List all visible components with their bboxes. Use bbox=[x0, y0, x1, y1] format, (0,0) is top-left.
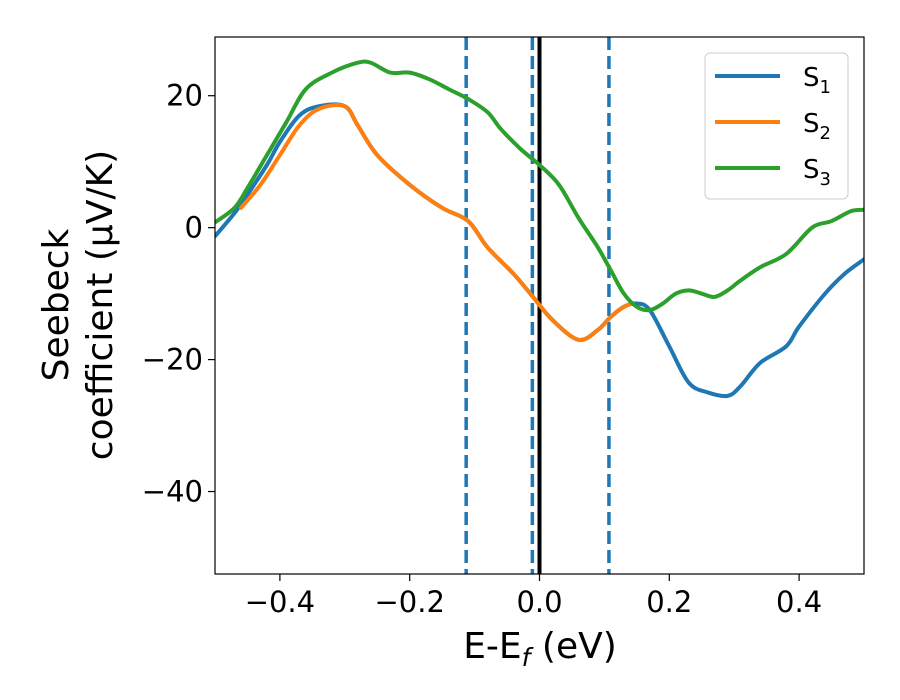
x-tick-label: −0.4 bbox=[245, 585, 315, 619]
y-tick-label: 20 bbox=[166, 79, 203, 113]
x-tick-label: 0.2 bbox=[646, 585, 692, 619]
legend-label-2: S2 bbox=[803, 109, 831, 144]
legend: S1 S2 S3 bbox=[704, 52, 849, 200]
x-axis-ticks: −0.4 −0.2 0.0 0.2 0.4 bbox=[245, 574, 822, 619]
y-axis-label-line1: Seebeck bbox=[36, 228, 77, 381]
x-tick-label: 0.0 bbox=[516, 585, 562, 619]
y-axis-ticks: 20 0 −20 −40 bbox=[142, 79, 215, 509]
x-tick-label: −0.2 bbox=[374, 585, 444, 619]
y-tick-label: 0 bbox=[185, 211, 203, 245]
legend-label-3: S3 bbox=[803, 155, 831, 190]
x-axis-label-main: E-E bbox=[463, 626, 521, 667]
legend-label-1: S1 bbox=[803, 63, 831, 98]
y-tick-label: −20 bbox=[142, 343, 203, 377]
series-lines bbox=[215, 59, 864, 399]
series-line-3 bbox=[215, 59, 864, 313]
x-axis-label-unit: (eV) bbox=[530, 626, 616, 667]
series-line-2 bbox=[238, 103, 633, 343]
legend-box bbox=[704, 52, 849, 200]
y-axis-label-line2: coefficient (μV/K) bbox=[80, 150, 121, 460]
y-tick-label: −40 bbox=[142, 475, 203, 509]
x-axis-label: E-Ef (eV) bbox=[463, 626, 617, 672]
x-tick-label: 0.4 bbox=[776, 585, 822, 619]
